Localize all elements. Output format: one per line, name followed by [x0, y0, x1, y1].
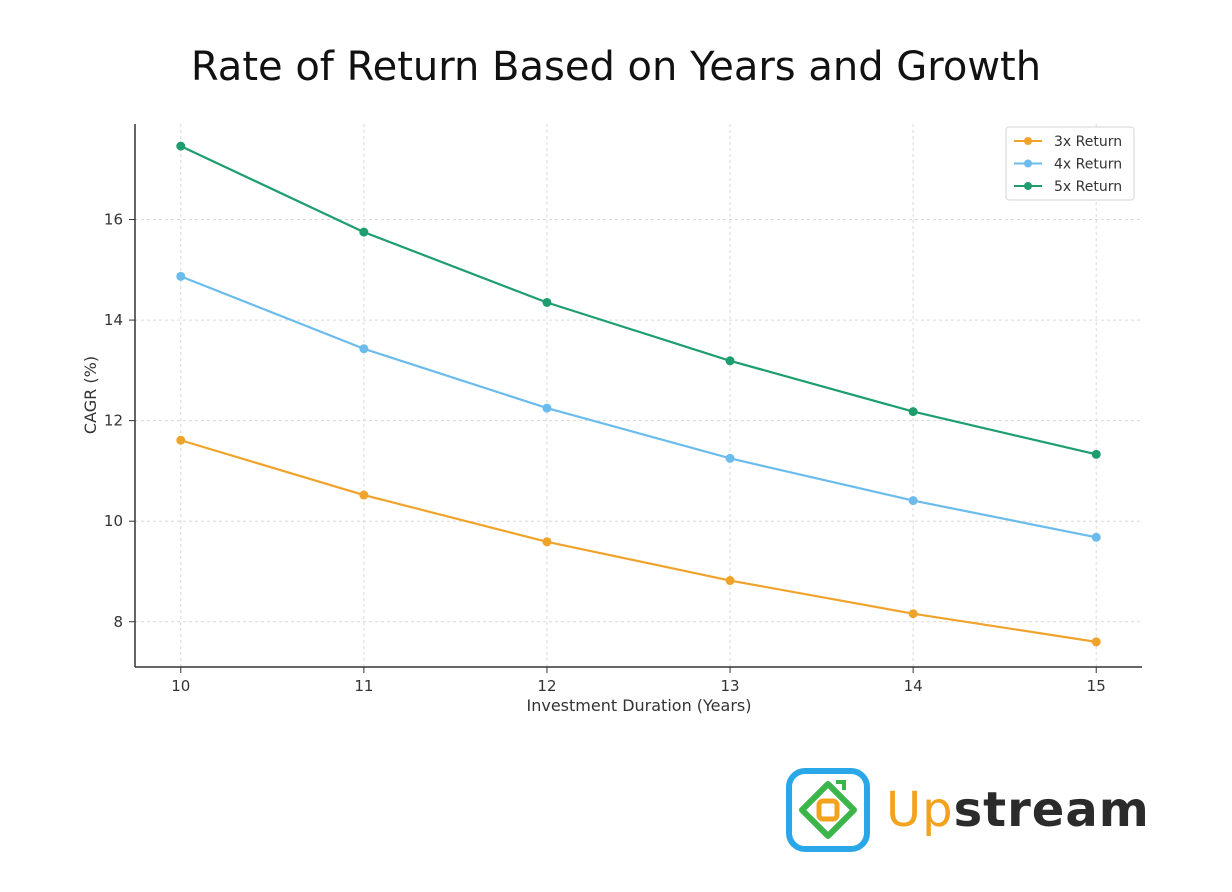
- data-point: [359, 490, 369, 500]
- upstream-wordmark: Upstream: [886, 782, 1150, 838]
- grid: [135, 124, 1142, 667]
- legend: 3x Return 4x Return 5x Return: [1005, 126, 1135, 201]
- x-tick-label: 14: [904, 677, 923, 695]
- x-tick-label: 10: [171, 677, 190, 695]
- upstream-logo-icon: [786, 768, 870, 852]
- legend-label: 4x Return: [1054, 157, 1122, 173]
- data-point: [359, 227, 369, 237]
- data-point: [359, 344, 369, 354]
- y-tick-label: 14: [104, 311, 123, 329]
- x-tick-label: 11: [354, 677, 373, 695]
- y-tick-label: 12: [104, 412, 123, 430]
- y-axis-label: CAGR (%): [81, 356, 100, 434]
- data-point: [542, 297, 552, 307]
- data-point: [725, 356, 735, 366]
- data-point: [176, 141, 186, 151]
- data-point: [176, 271, 186, 281]
- y-tick-label: 16: [104, 211, 123, 229]
- series-line: [180, 275, 1097, 539]
- legend-swatch-marker: [1024, 159, 1032, 168]
- data-point: [725, 576, 735, 586]
- x-tick-label: 12: [537, 677, 556, 695]
- legend-label: 3x Return: [1054, 134, 1122, 150]
- data-point: [1091, 637, 1101, 647]
- series-line: [180, 439, 1097, 643]
- axes: 10 11 12 13 14 15 8 10 12 14 16: [104, 124, 1142, 695]
- legend-box: [1005, 126, 1135, 201]
- chart-title: Rate of Return Based on Years and Growth: [190, 44, 1042, 90]
- y-tick-label: 10: [104, 512, 123, 530]
- upstream-logo: Upstream: [786, 768, 1149, 854]
- data-point: [908, 407, 918, 417]
- x-tick-label: 13: [720, 677, 739, 695]
- legend-swatch-marker: [1024, 137, 1032, 145]
- wordmark-stream: stream: [953, 782, 1150, 838]
- data-point: [1091, 532, 1101, 542]
- wordmark-up: Up: [886, 782, 954, 838]
- y-tick-label: 8: [113, 613, 123, 631]
- x-tick-label: 15: [1087, 677, 1106, 695]
- legend-label: 5x Return: [1054, 179, 1122, 195]
- data-point: [176, 435, 186, 445]
- data-point: [908, 496, 918, 506]
- data-point: [1091, 449, 1101, 459]
- data-point: [542, 537, 552, 547]
- legend-swatch-marker: [1024, 182, 1032, 190]
- x-axis-label: Investment Duration (Years): [527, 696, 752, 715]
- series: [176, 141, 1101, 647]
- data-point: [908, 609, 918, 619]
- data-point: [725, 453, 735, 463]
- series-line: [180, 145, 1097, 456]
- data-point: [542, 403, 552, 413]
